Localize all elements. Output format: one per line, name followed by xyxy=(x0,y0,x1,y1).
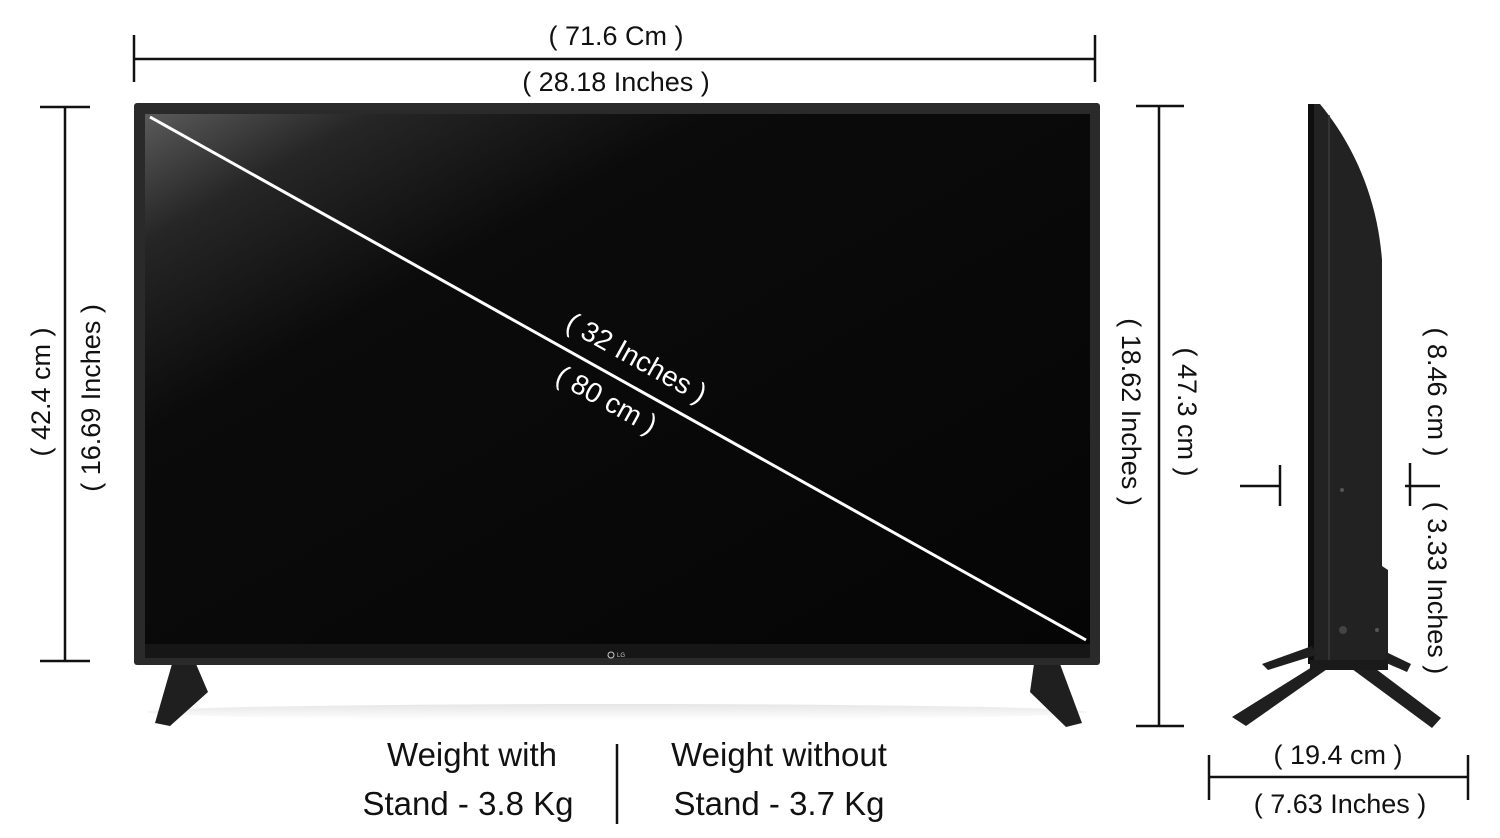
height-cm-label: ( 42.4 cm ) xyxy=(26,327,56,456)
weights-block: Weight with Stand - 3.8 Kg Weight withou… xyxy=(363,736,887,824)
side-stand-neck xyxy=(1310,660,1388,670)
lg-logo-icon xyxy=(607,651,615,659)
depth-dimension: ( 19.4 cm ) ( 7.63 Inches ) xyxy=(1207,740,1470,819)
side-stand-right-leg xyxy=(1384,652,1411,672)
width-dimension: ( 71.6 Cm ) ( 28.18 Inches ) xyxy=(132,21,1097,97)
weight-without-stand-line2: Stand - 3.7 Kg xyxy=(674,785,885,822)
tv-side-bezel xyxy=(1308,104,1314,664)
weight-without-stand-line1: Weight without xyxy=(671,736,887,773)
weight-with-stand-line2: Stand - 3.8 Kg xyxy=(363,785,574,822)
side-stand-back-leg xyxy=(1262,646,1316,670)
height-inch-label: ( 16.69 Inches ) xyxy=(76,304,106,492)
side-stand-rear-leg xyxy=(1348,666,1441,728)
mount-dimension: ( 8.46 cm ) ( 3.33 Inches ) xyxy=(1240,327,1452,674)
stand-foot-left xyxy=(155,664,208,726)
side-height-cm-label: ( 47.3 cm ) xyxy=(1172,347,1202,476)
mount-lower-inch-label: ( 3.33 Inches ) xyxy=(1422,502,1452,675)
floor-shadow xyxy=(147,704,1087,720)
tv-front: ( 32 Inches ) ( 80 cm ) LG xyxy=(134,103,1100,727)
weight-with-stand-line1: Weight with xyxy=(387,736,557,773)
side-screw-icon-2 xyxy=(1375,628,1379,632)
tv-side xyxy=(1232,104,1441,728)
depth-cm-label: ( 19.4 cm ) xyxy=(1273,740,1402,770)
side-height-dimension: ( 18.62 Inches ) ( 47.3 cm ) xyxy=(1116,104,1202,728)
depth-inch-label: ( 7.63 Inches ) xyxy=(1254,789,1427,819)
diagonal-line xyxy=(149,115,1087,642)
side-stand-front-leg xyxy=(1232,667,1330,726)
brand-logo-label: LG xyxy=(617,653,625,659)
tv-side-body xyxy=(1308,104,1388,665)
side-screw-icon xyxy=(1339,626,1347,634)
side-port-icon xyxy=(1340,488,1344,492)
side-height-inch-label: ( 18.62 Inches ) xyxy=(1116,318,1146,506)
tv-bottom-trim xyxy=(145,644,1090,658)
width-cm-label: ( 71.6 Cm ) xyxy=(548,21,683,51)
width-inch-label: ( 28.18 Inches ) xyxy=(522,67,710,97)
height-dimension: ( 42.4 cm ) ( 16.69 Inches ) xyxy=(26,105,106,663)
mount-upper-cm-label: ( 8.46 cm ) xyxy=(1422,327,1452,456)
stand-foot-right xyxy=(1030,664,1082,727)
